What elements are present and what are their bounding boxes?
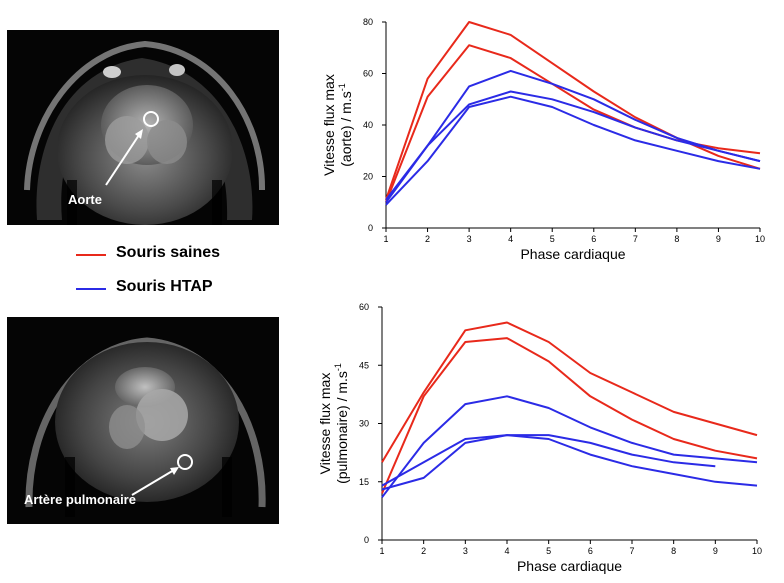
- pulmonaire-y-tick-label: 30: [359, 419, 369, 429]
- mri-scan-pulmonary: [7, 317, 279, 524]
- pulmonaire-x-axis-label: Phase cardiaque: [517, 558, 622, 574]
- aorte-x-tick-label: 10: [755, 234, 765, 244]
- pulmonaire-x-tick-label: 1: [379, 546, 384, 556]
- pulmonaire-x-tick-label: 8: [671, 546, 676, 556]
- aorta-arrow-head: [135, 129, 143, 139]
- aorte-x-tick-label: 2: [425, 234, 430, 244]
- aorte-x-axis-label: Phase cardiaque: [520, 246, 625, 262]
- pulmonary-arrow-line: [131, 469, 175, 496]
- pulmonaire-series-line-1: [381, 321, 758, 463]
- aorte-x-tick-label: 8: [674, 234, 679, 244]
- pulmonary-marker-circle: [177, 454, 193, 470]
- pulmonaire-series-line-5: [381, 434, 758, 491]
- pulmonaire-x-tick-label: 5: [546, 546, 551, 556]
- pulmonaire-x-tick-label: 6: [588, 546, 593, 556]
- pulmonaire-y-tick-label: 15: [359, 477, 369, 487]
- pulmonaire-x-tick-label: 3: [463, 546, 468, 556]
- aorte-y-axis-label-line2: (aorte) / m.s-1: [337, 83, 354, 166]
- pulmonaire-x-tick-label: 4: [504, 546, 509, 556]
- aorte-y-tick-label: 80: [363, 17, 373, 27]
- aorte-series-line-5: [385, 95, 761, 206]
- pulmonaire-y-axis-label-line1: Vitesse flux max: [317, 373, 333, 475]
- pulmonaire-y-tick-label: 60: [359, 302, 369, 312]
- aorte-series-line-2: [385, 44, 761, 203]
- pulmonaire-x-tick-label: 2: [421, 546, 426, 556]
- aorte-x-tick-label: 3: [467, 234, 472, 244]
- aorte-y-tick-label: 40: [363, 120, 373, 130]
- aorta-marker-circle: [143, 111, 159, 127]
- mri-image-pulmonary: Artère pulmonaire: [7, 317, 279, 524]
- mri-image-aorta: Aorte: [7, 30, 279, 225]
- legend-swatch-htap: [76, 288, 106, 290]
- aorte-x-tick-label: 1: [383, 234, 388, 244]
- aorte-y-tick-label: 60: [363, 69, 373, 79]
- aorte-y-axis-label: Vitesse flux max (aorte) / m.s-1: [321, 74, 354, 176]
- aorte-x-tick-label: 4: [508, 234, 513, 244]
- pulmonaire-x-tick-label: 7: [629, 546, 634, 556]
- legend-label-htap: Souris HTAP: [116, 278, 213, 295]
- pulmonaire-series-line-3: [381, 395, 758, 498]
- aorte-x-tick-label: 7: [633, 234, 638, 244]
- legend-label-healthy: Souris saines: [116, 244, 221, 261]
- pulmonaire-x-tick-label: 9: [713, 546, 718, 556]
- pulmonaire-y-axis-label-line2: (pulmonaire) / m.s-1: [333, 363, 350, 484]
- pulmonary-arrow-head: [170, 467, 179, 475]
- aorte-y-tick-label: 0: [368, 223, 373, 233]
- aorte-series-line-1: [385, 21, 761, 201]
- pulmonaire-y-tick-label: 45: [359, 360, 369, 370]
- aorte-x-tick-label: 5: [550, 234, 555, 244]
- pulmonaire-y-tick-label: 0: [364, 535, 369, 545]
- pulmonaire-series-line-2: [381, 337, 758, 494]
- pulmonaire-series-line-4: [381, 434, 716, 487]
- aorte-x-tick-label: 6: [591, 234, 596, 244]
- pulmonary-label: Artère pulmonaire: [24, 492, 136, 507]
- aorta-label: Aorte: [68, 192, 102, 207]
- legend-swatch-healthy: [76, 254, 106, 256]
- pulmonaire-y-axis-label: Vitesse flux max (pulmonaire) / m.s-1: [317, 363, 350, 484]
- mri-scan-aorta: [7, 30, 279, 225]
- aorte-y-tick-label: 20: [363, 172, 373, 182]
- pulmonaire-x-tick-label: 10: [752, 546, 762, 556]
- aorte-x-tick-label: 9: [716, 234, 721, 244]
- aorte-series-line-3: [385, 69, 761, 203]
- aorta-arrow-line: [105, 134, 140, 186]
- aorte-y-axis-label-line1: Vitesse flux max: [321, 74, 337, 176]
- aorte-series-line-4: [385, 90, 761, 201]
